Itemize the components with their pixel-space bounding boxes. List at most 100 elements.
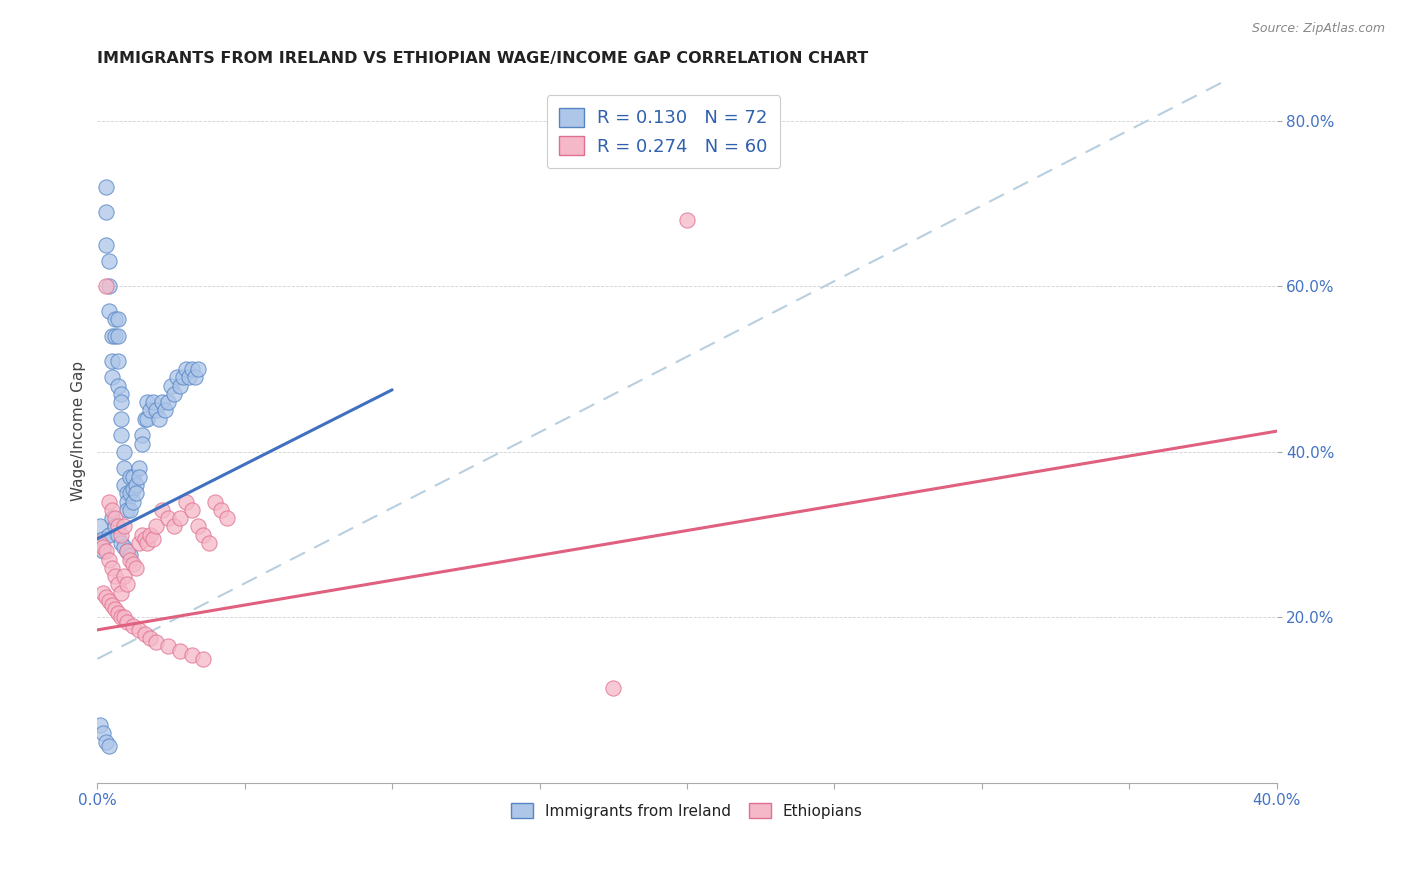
Point bbox=[96, 590, 118, 604]
Point bbox=[160, 378, 183, 392]
Point bbox=[110, 585, 132, 599]
Point bbox=[96, 238, 118, 252]
Point bbox=[150, 503, 173, 517]
Point bbox=[166, 370, 188, 384]
Point bbox=[134, 627, 156, 641]
Point bbox=[128, 623, 150, 637]
Point bbox=[89, 718, 111, 732]
Point bbox=[112, 478, 135, 492]
Legend: Immigrants from Ireland, Ethiopians: Immigrants from Ireland, Ethiopians bbox=[505, 797, 869, 825]
Point bbox=[157, 511, 180, 525]
Point bbox=[89, 536, 111, 550]
Point bbox=[118, 503, 141, 517]
Point bbox=[101, 370, 124, 384]
Point bbox=[187, 519, 209, 533]
Point bbox=[204, 494, 226, 508]
Point bbox=[96, 544, 118, 558]
Point bbox=[101, 354, 124, 368]
Point bbox=[139, 403, 162, 417]
Point bbox=[110, 536, 132, 550]
Point bbox=[91, 540, 114, 554]
Point bbox=[104, 312, 127, 326]
Text: Source: ZipAtlas.com: Source: ZipAtlas.com bbox=[1251, 22, 1385, 36]
Point bbox=[136, 395, 159, 409]
Point bbox=[136, 536, 159, 550]
Point bbox=[91, 532, 114, 546]
Point bbox=[112, 461, 135, 475]
Point bbox=[121, 494, 143, 508]
Point bbox=[101, 503, 124, 517]
Point bbox=[104, 519, 127, 533]
Point bbox=[96, 204, 118, 219]
Point bbox=[101, 598, 124, 612]
Point bbox=[118, 469, 141, 483]
Point bbox=[602, 681, 624, 695]
Point bbox=[150, 395, 173, 409]
Point bbox=[115, 494, 138, 508]
Point bbox=[110, 527, 132, 541]
Point bbox=[148, 411, 170, 425]
Point bbox=[107, 354, 129, 368]
Point bbox=[118, 552, 141, 566]
Point bbox=[98, 494, 121, 508]
Point bbox=[142, 395, 165, 409]
Point bbox=[101, 329, 124, 343]
Point bbox=[101, 561, 124, 575]
Point bbox=[96, 279, 118, 293]
Point bbox=[215, 511, 238, 525]
Point bbox=[145, 519, 167, 533]
Point bbox=[112, 610, 135, 624]
Point bbox=[157, 640, 180, 654]
Point bbox=[98, 594, 121, 608]
Point bbox=[174, 362, 197, 376]
Point bbox=[180, 362, 202, 376]
Point bbox=[169, 643, 191, 657]
Point bbox=[128, 536, 150, 550]
Point bbox=[198, 536, 221, 550]
Point bbox=[107, 378, 129, 392]
Point bbox=[180, 648, 202, 662]
Point bbox=[107, 312, 129, 326]
Point bbox=[107, 329, 129, 343]
Point bbox=[177, 370, 200, 384]
Point bbox=[163, 387, 186, 401]
Point bbox=[134, 532, 156, 546]
Point bbox=[98, 304, 121, 318]
Point bbox=[89, 519, 111, 533]
Point bbox=[115, 544, 138, 558]
Point bbox=[110, 387, 132, 401]
Point bbox=[145, 403, 167, 417]
Point bbox=[142, 532, 165, 546]
Point bbox=[104, 569, 127, 583]
Point bbox=[107, 519, 129, 533]
Point bbox=[136, 411, 159, 425]
Point bbox=[128, 461, 150, 475]
Point bbox=[112, 540, 135, 554]
Point bbox=[172, 370, 194, 384]
Point bbox=[124, 561, 146, 575]
Point bbox=[98, 739, 121, 753]
Point bbox=[104, 602, 127, 616]
Point bbox=[91, 726, 114, 740]
Point bbox=[115, 486, 138, 500]
Point bbox=[187, 362, 209, 376]
Point bbox=[139, 631, 162, 645]
Point bbox=[115, 615, 138, 629]
Point bbox=[115, 503, 138, 517]
Point bbox=[107, 577, 129, 591]
Point bbox=[101, 511, 124, 525]
Point bbox=[174, 494, 197, 508]
Point bbox=[118, 486, 141, 500]
Point bbox=[131, 428, 153, 442]
Point bbox=[112, 445, 135, 459]
Point bbox=[96, 180, 118, 194]
Point bbox=[121, 557, 143, 571]
Point bbox=[121, 482, 143, 496]
Point bbox=[153, 403, 176, 417]
Point bbox=[98, 279, 121, 293]
Point bbox=[118, 549, 141, 563]
Point bbox=[193, 527, 215, 541]
Point bbox=[676, 213, 699, 227]
Point bbox=[183, 370, 205, 384]
Point bbox=[131, 527, 153, 541]
